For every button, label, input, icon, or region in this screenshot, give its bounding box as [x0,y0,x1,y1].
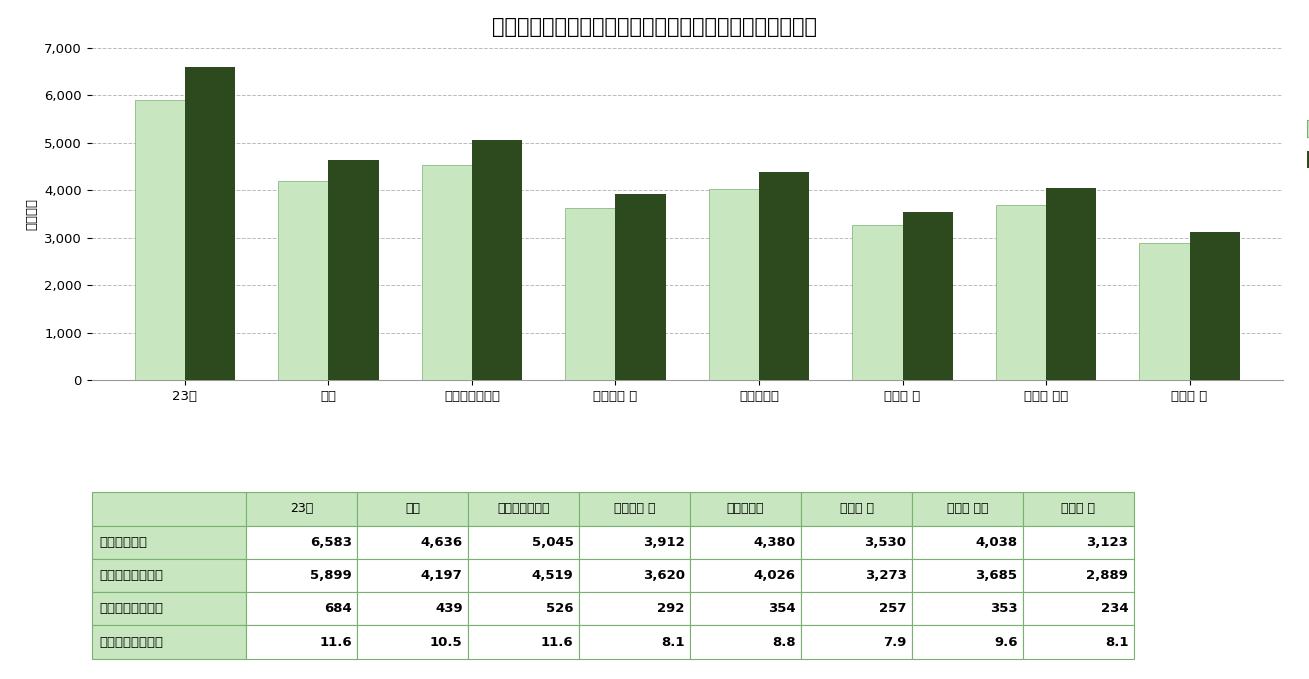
Bar [473,141,522,380]
Bar [708,189,759,380]
Bar [329,160,378,380]
Bar [902,213,953,380]
Bar [279,181,329,380]
Legend: 前年同月, 当月: 前年同月, 当月 [1301,114,1309,173]
Bar [565,208,615,380]
Bar [615,194,666,380]
Bar [759,172,809,380]
Bar [135,100,185,380]
Bar [421,166,473,380]
Bar [852,225,902,380]
Bar [1139,243,1190,380]
Bar [1190,232,1240,380]
Y-axis label: （万円）: （万円） [26,198,38,230]
Bar [996,205,1046,380]
Bar [185,67,236,380]
Bar [1046,188,1096,380]
Text: ＜図表１＞　首都圏８エリアの平均価格　（前年同月比）: ＜図表１＞ 首都圏８エリアの平均価格 （前年同月比） [492,17,817,37]
